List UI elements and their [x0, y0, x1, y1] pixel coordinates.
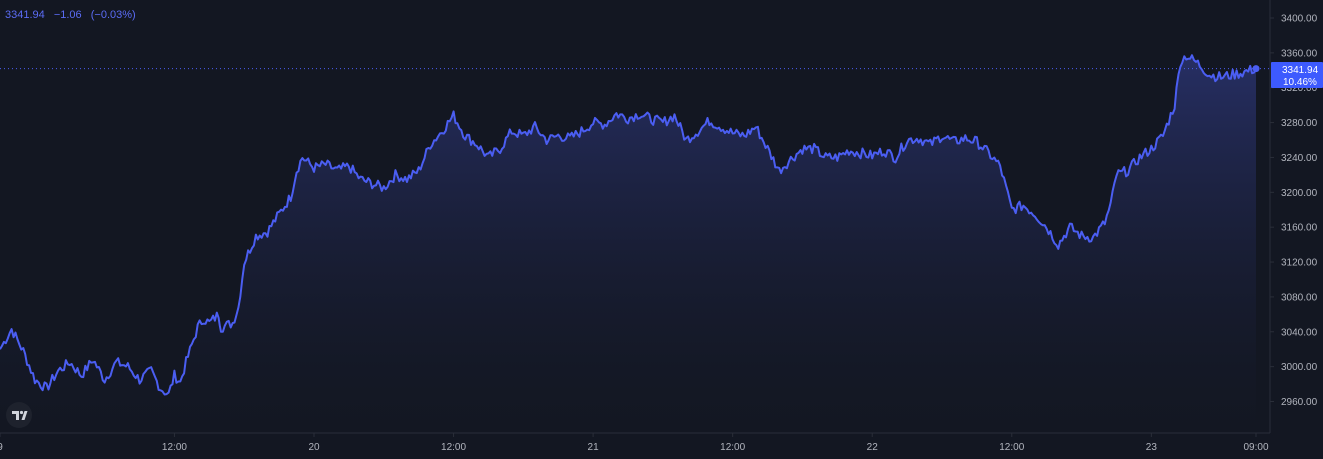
- legend-change-percent: (−0.03%): [90, 9, 136, 21]
- y-tick-label: 3120.00: [1281, 258, 1318, 269]
- y-tick-label: 3280.00: [1281, 118, 1318, 129]
- series-line: [0, 54, 1257, 396]
- last-point-marker: [1252, 65, 1260, 73]
- chart-legend: 3341.94 −1.06 (−0.03%): [5, 9, 142, 21]
- x-tick-label: 22: [867, 442, 879, 453]
- x-tick-label: 12:00: [441, 442, 466, 453]
- y-tick-label: 3320.00: [1281, 83, 1318, 94]
- y-tick-label: 3160.00: [1281, 223, 1318, 234]
- y-tick-label: 3000.00: [1281, 362, 1318, 373]
- x-tick-label: 12:00: [999, 442, 1024, 453]
- y-axis[interactable]: 3400.00 3360.00 3320.00 3280.00 3240.00 3200.…: [1270, 14, 1318, 409]
- last-price-label: 3341.94 10.46%: [1271, 62, 1323, 88]
- x-tick-label: 12:00: [720, 442, 745, 453]
- y-tick-label: 2960.00: [1281, 397, 1318, 408]
- last-price-label-bg: [1271, 62, 1323, 88]
- x-tick-label: 12:00: [162, 442, 187, 453]
- x-tick-label: 21: [588, 442, 600, 453]
- last-price-value: 3341.94: [1282, 65, 1319, 76]
- tradingview-logo-glyph: [12, 410, 28, 420]
- legend-change: −1.06: [53, 9, 82, 21]
- x-axis[interactable]: 9 12:00 20 12:00 21 12:00 22 12:00 23 09:00: [0, 433, 1269, 453]
- legend-last-price: 3341.94: [5, 9, 45, 21]
- y-tick-label: 3360.00: [1281, 48, 1318, 59]
- series-area-fill: [0, 55, 1256, 433]
- y-tick-label: 3240.00: [1281, 153, 1318, 164]
- x-tick-label: 09:00: [1243, 442, 1268, 453]
- y-tick-label: 3400.00: [1281, 14, 1318, 25]
- x-tick-label: 20: [308, 442, 320, 453]
- series-layer: [0, 54, 1270, 433]
- tradingview-logo-icon[interactable]: [6, 402, 32, 428]
- x-tick-label: 23: [1146, 442, 1158, 453]
- last-price-percent: 10.46%: [1283, 77, 1317, 88]
- y-tick-label: 3040.00: [1281, 327, 1318, 338]
- y-tick-label: 3080.00: [1281, 292, 1318, 303]
- y-tick-label: 3200.00: [1281, 188, 1318, 199]
- x-tick-label: 9: [0, 442, 3, 453]
